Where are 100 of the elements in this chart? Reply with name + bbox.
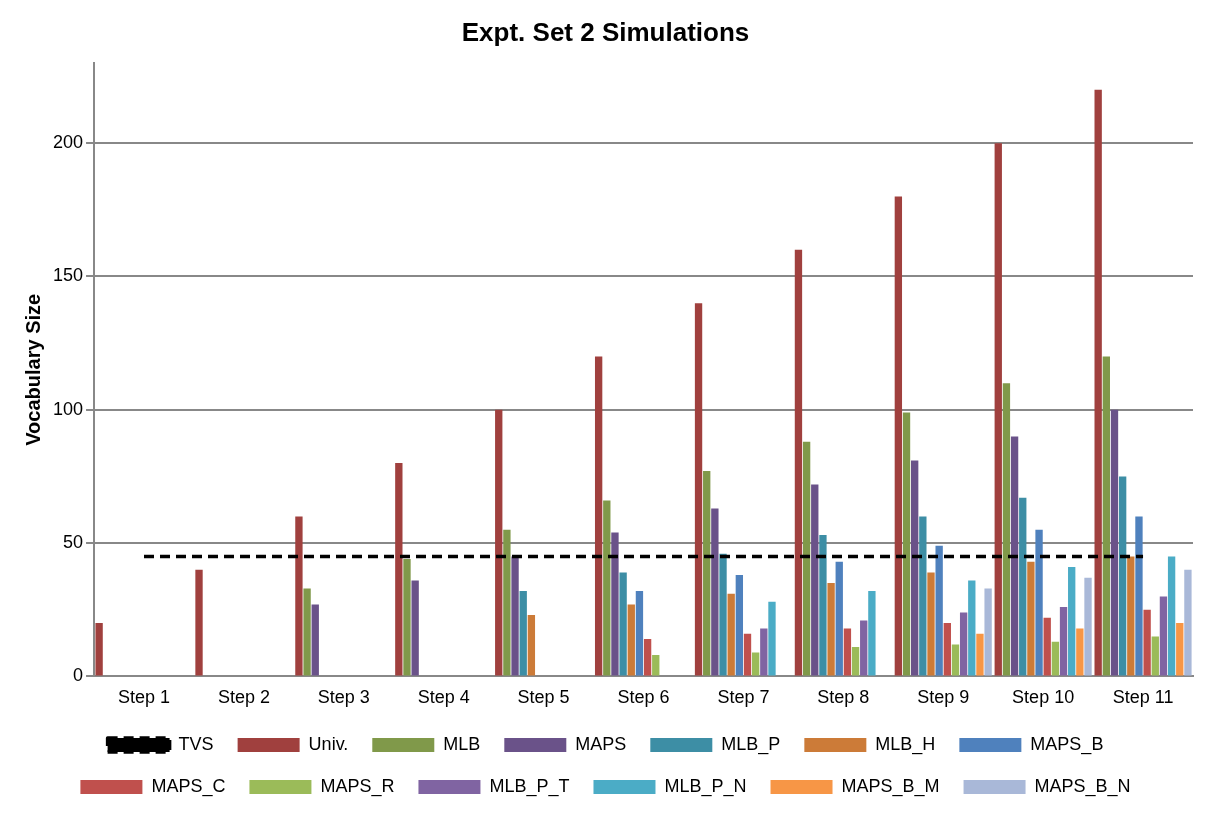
bar	[619, 572, 627, 676]
bar	[503, 529, 511, 676]
legend-label: MAPS	[575, 733, 627, 754]
chart-title: Expt. Set 2 Simulations	[461, 16, 750, 47]
legend-label: MLB_P_T	[489, 775, 570, 797]
bar	[527, 615, 536, 676]
bar	[1084, 577, 1092, 676]
bar	[851, 647, 860, 676]
legend-label: MAPS_B_N	[1034, 775, 1131, 797]
bar	[984, 588, 992, 676]
x-tick-label: Step 1	[117, 687, 171, 708]
bar	[1118, 476, 1127, 676]
bar	[603, 500, 611, 676]
x-tick-label: Step 8	[817, 687, 870, 708]
bar	[811, 484, 819, 676]
bar	[902, 412, 911, 676]
bar	[1176, 623, 1184, 676]
legend-label: MAPS_B	[1030, 733, 1104, 755]
bar	[827, 583, 835, 676]
bar	[627, 604, 635, 676]
bar	[303, 588, 311, 676]
legend-label: Univ.	[308, 733, 349, 754]
bar	[1094, 89, 1102, 676]
bar	[511, 556, 519, 676]
bar	[894, 196, 903, 676]
y-tick-label: 100	[52, 398, 84, 419]
legend-label: MLB_P_N	[664, 775, 747, 797]
bar	[1019, 497, 1027, 676]
bar	[1027, 561, 1035, 676]
bar	[927, 572, 935, 676]
legend-label: MLB_H	[875, 733, 936, 755]
bar	[295, 516, 303, 676]
bar	[1110, 409, 1119, 676]
bar	[743, 633, 752, 676]
legend-label: MAPS_R	[320, 775, 395, 797]
legend-label: MLB_P	[721, 733, 781, 755]
y-tick-label: 150	[52, 265, 84, 286]
legend-label: MLB	[443, 733, 481, 754]
bar	[976, 633, 984, 676]
y-tick-label: 50	[63, 532, 84, 553]
x-tick-label: Step 3	[317, 687, 370, 708]
bar	[919, 516, 927, 676]
bar	[643, 639, 652, 676]
bar	[719, 553, 727, 676]
bar	[1102, 356, 1110, 676]
bar	[1135, 516, 1143, 676]
bar	[1143, 609, 1151, 676]
bar	[711, 508, 719, 676]
bar	[843, 628, 852, 676]
legend-label: MAPS_B_M	[841, 775, 940, 797]
bar	[819, 535, 827, 676]
bar	[1127, 556, 1135, 676]
bar	[1076, 628, 1084, 676]
bar	[1002, 383, 1011, 676]
bar	[1184, 569, 1192, 676]
x-tick-label: Step 2	[217, 687, 270, 708]
bar	[1035, 529, 1043, 676]
bar	[751, 652, 760, 676]
bar	[959, 612, 968, 676]
x-tick-label: Step 7	[717, 687, 770, 708]
bar	[195, 569, 203, 676]
bar	[802, 441, 811, 676]
bar	[727, 593, 735, 676]
bar	[311, 604, 319, 676]
y-tick-label: 0	[73, 665, 84, 686]
bar	[994, 143, 1002, 676]
bar	[911, 460, 919, 676]
bar	[835, 561, 843, 676]
bar	[951, 644, 960, 676]
bar	[794, 249, 803, 676]
bar	[594, 356, 603, 676]
bar	[403, 559, 411, 676]
bar	[943, 623, 951, 676]
y-axis-title: Vocabulary Size	[21, 293, 44, 446]
bar	[1043, 617, 1051, 676]
bar	[1010, 436, 1019, 676]
bar	[1167, 556, 1176, 676]
bar	[868, 591, 876, 676]
bar	[395, 463, 403, 676]
bar	[95, 623, 103, 676]
bar	[611, 532, 619, 676]
x-tick-label: Step 9	[917, 687, 970, 708]
bar	[968, 580, 976, 676]
legend-label: TVS	[178, 733, 214, 754]
bar	[735, 575, 744, 676]
bar	[768, 601, 776, 676]
bar	[1068, 567, 1076, 676]
x-tick-label: Step 4	[417, 687, 470, 708]
bar	[635, 591, 644, 676]
bar	[935, 545, 943, 676]
bar	[1051, 641, 1060, 676]
bar	[652, 655, 660, 676]
x-tick-label: Step 11	[1112, 687, 1174, 708]
bar	[703, 471, 711, 676]
bar	[1151, 636, 1159, 676]
bar	[519, 591, 527, 676]
y-tick-label: 200	[52, 132, 84, 153]
bar	[694, 303, 703, 676]
x-tick-label: Step 5	[517, 687, 570, 708]
legend-label: MAPS_C	[151, 775, 226, 797]
